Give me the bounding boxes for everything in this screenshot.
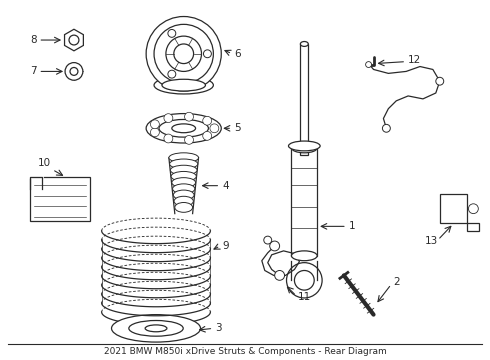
- Text: 5: 5: [234, 123, 241, 133]
- Text: 9: 9: [222, 241, 229, 251]
- Ellipse shape: [154, 76, 213, 94]
- Ellipse shape: [300, 41, 308, 46]
- Circle shape: [69, 35, 79, 45]
- Ellipse shape: [171, 165, 197, 175]
- Ellipse shape: [292, 143, 317, 153]
- Text: 13: 13: [424, 236, 438, 246]
- Ellipse shape: [173, 190, 194, 200]
- Circle shape: [70, 67, 78, 75]
- Ellipse shape: [162, 79, 205, 91]
- Ellipse shape: [289, 141, 320, 151]
- Circle shape: [294, 270, 314, 290]
- Circle shape: [185, 112, 194, 121]
- Circle shape: [275, 270, 285, 280]
- Text: 4: 4: [222, 181, 229, 191]
- Bar: [30, 177, 90, 221]
- Ellipse shape: [175, 202, 193, 212]
- Ellipse shape: [172, 177, 196, 188]
- Circle shape: [287, 263, 322, 298]
- Text: 7: 7: [30, 67, 36, 76]
- Circle shape: [150, 120, 159, 129]
- Circle shape: [264, 236, 271, 244]
- Circle shape: [146, 17, 221, 91]
- Circle shape: [164, 134, 173, 143]
- Text: 8: 8: [30, 35, 36, 45]
- Text: 10: 10: [38, 158, 51, 167]
- Ellipse shape: [170, 159, 198, 169]
- Circle shape: [366, 62, 371, 67]
- Circle shape: [203, 116, 212, 125]
- Circle shape: [210, 124, 219, 133]
- Circle shape: [65, 63, 83, 80]
- Polygon shape: [440, 194, 479, 231]
- Ellipse shape: [172, 184, 195, 194]
- Circle shape: [174, 44, 194, 64]
- Ellipse shape: [169, 153, 198, 163]
- Ellipse shape: [171, 171, 196, 181]
- Ellipse shape: [159, 120, 208, 137]
- Text: 6: 6: [234, 49, 241, 59]
- Circle shape: [154, 24, 213, 83]
- Circle shape: [203, 131, 212, 140]
- Ellipse shape: [292, 251, 317, 261]
- Text: 2: 2: [393, 277, 400, 287]
- Text: 3: 3: [215, 323, 222, 333]
- Circle shape: [382, 124, 391, 132]
- Ellipse shape: [129, 320, 183, 336]
- Polygon shape: [65, 29, 83, 51]
- Circle shape: [185, 135, 194, 144]
- Circle shape: [468, 204, 478, 213]
- Ellipse shape: [146, 114, 221, 143]
- Text: 11: 11: [297, 292, 311, 302]
- Circle shape: [164, 114, 173, 122]
- Circle shape: [270, 241, 280, 251]
- Circle shape: [150, 128, 159, 137]
- Text: 2021 BMW M850i xDrive Struts & Components - Rear Diagram: 2021 BMW M850i xDrive Struts & Component…: [103, 347, 387, 356]
- Text: 12: 12: [408, 55, 421, 65]
- Circle shape: [436, 77, 444, 85]
- Bar: [292, 148, 317, 256]
- Circle shape: [203, 50, 211, 58]
- Text: 1: 1: [349, 221, 355, 231]
- Bar: [300, 44, 308, 155]
- Circle shape: [168, 70, 176, 78]
- Circle shape: [168, 30, 176, 37]
- Ellipse shape: [174, 196, 194, 206]
- Circle shape: [166, 36, 201, 71]
- Ellipse shape: [112, 315, 200, 342]
